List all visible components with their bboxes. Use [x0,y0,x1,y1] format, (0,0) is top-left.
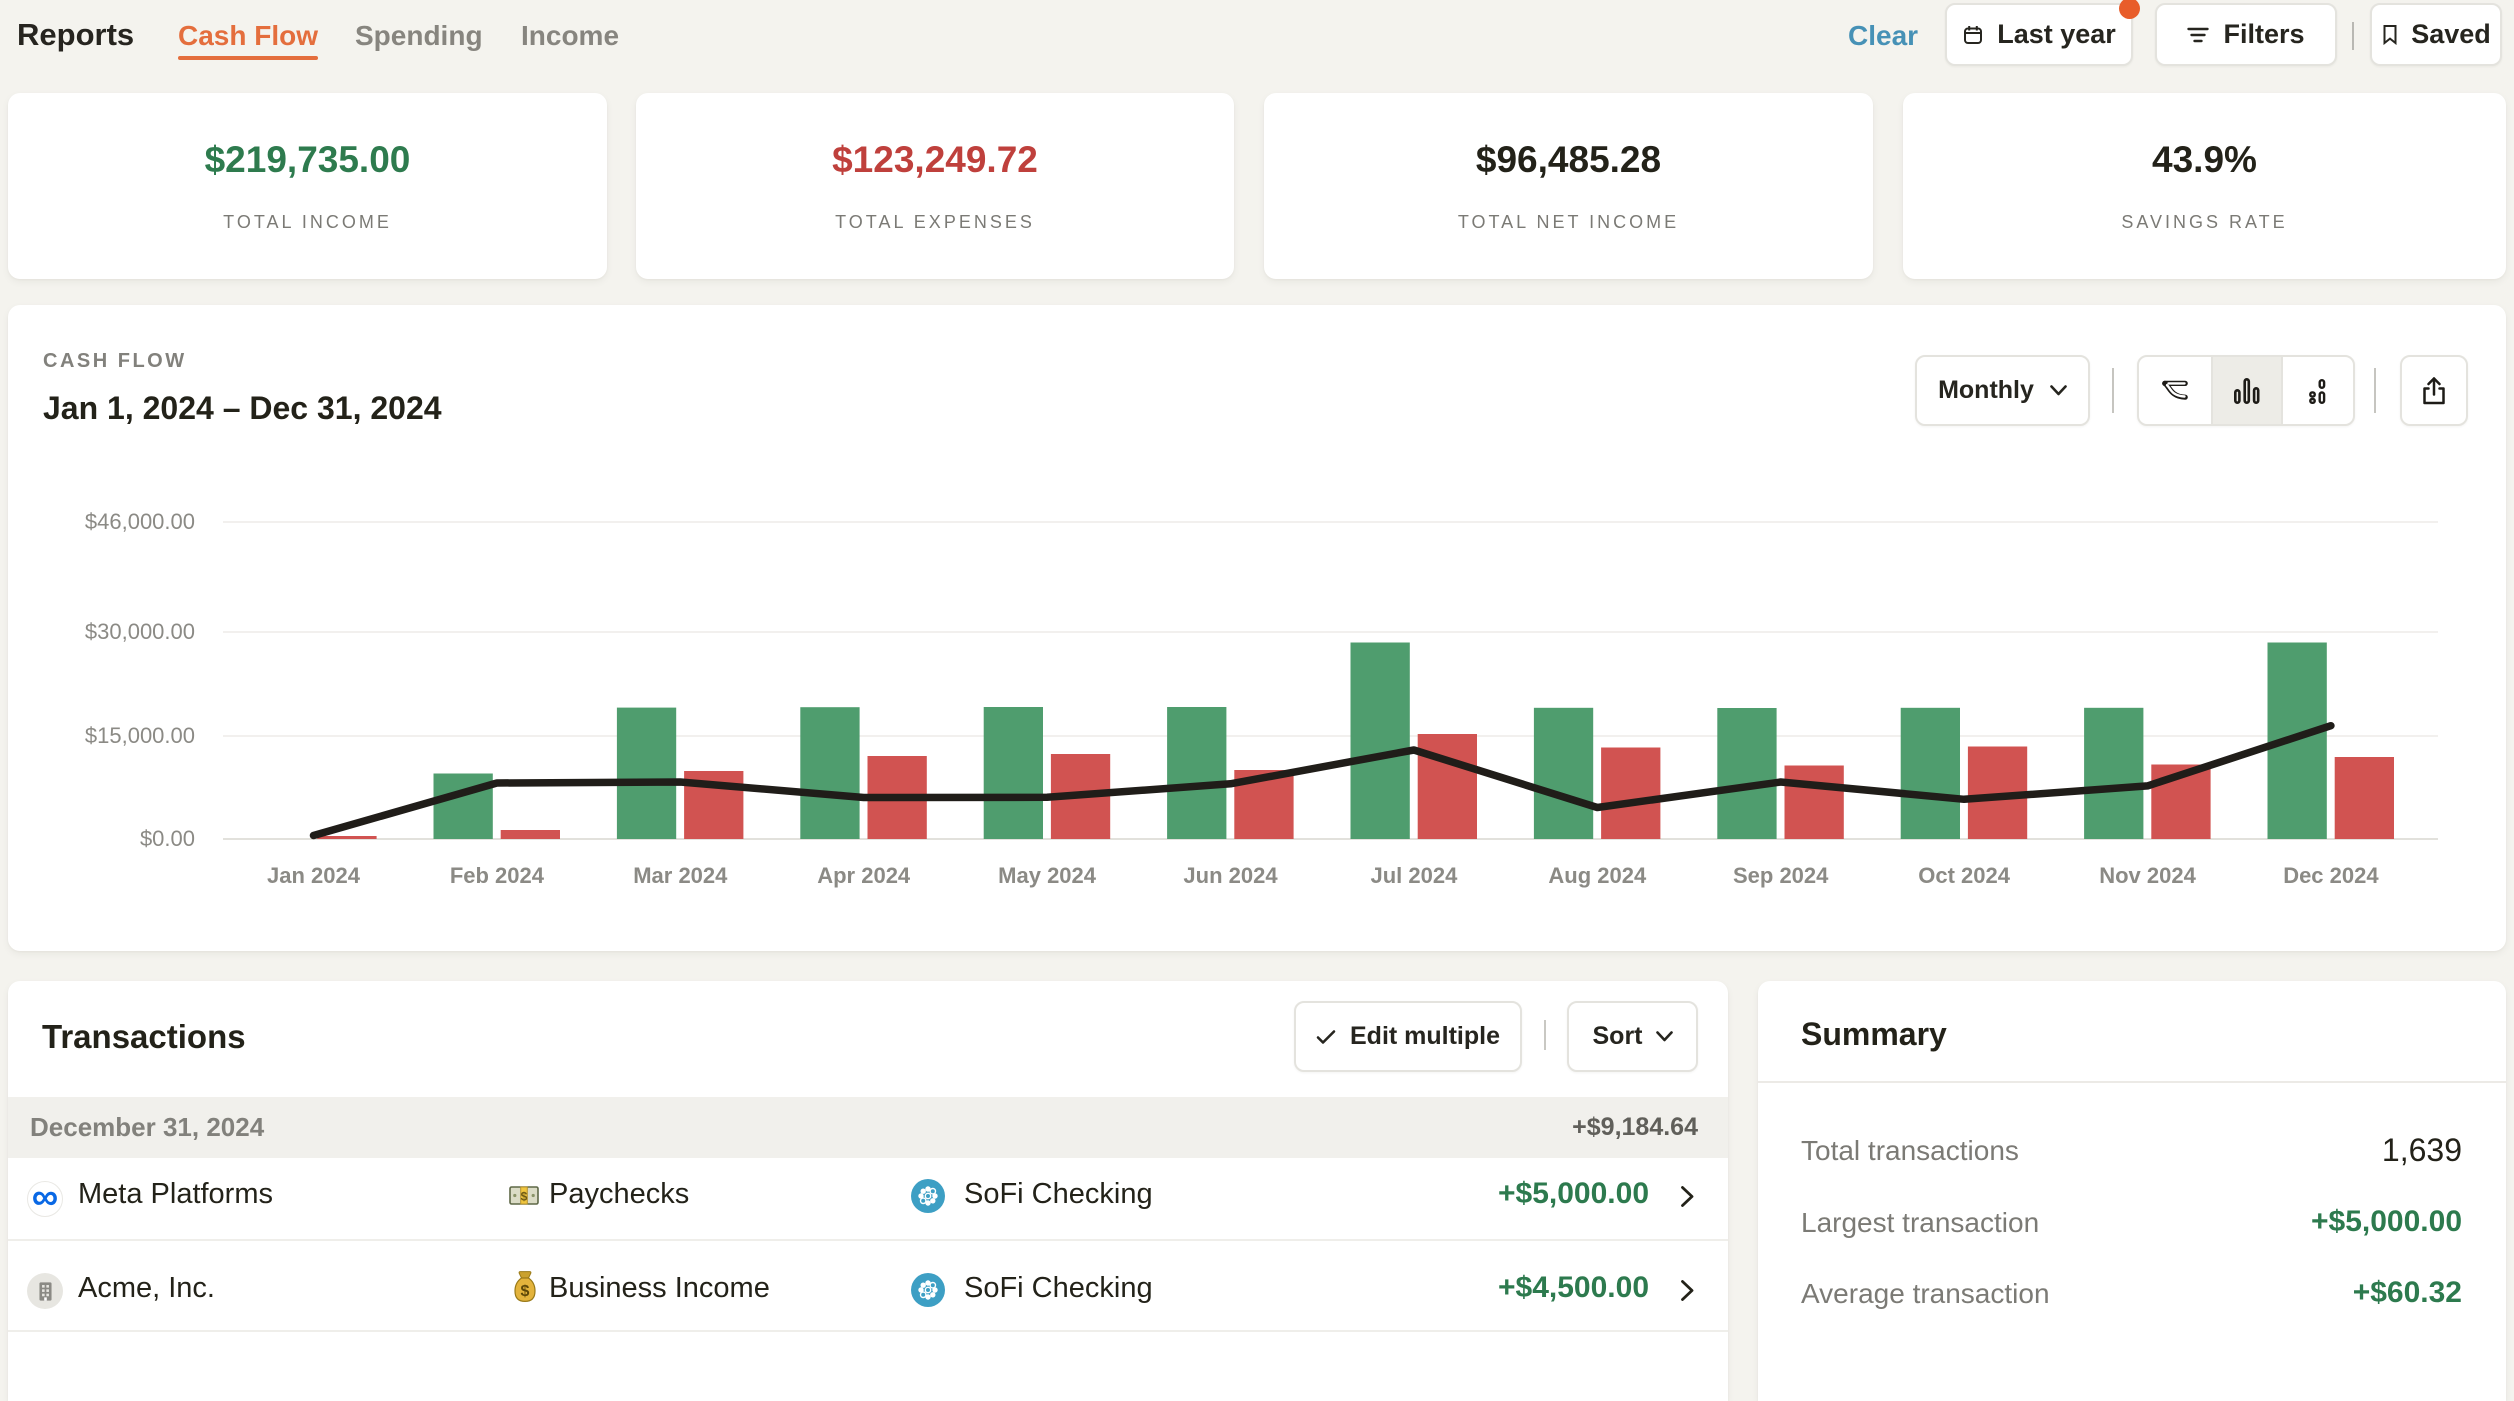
svg-text:Aug 2024: Aug 2024 [1548,863,1647,888]
svg-text:$46,000.00: $46,000.00 [85,509,195,534]
svg-text:$: $ [521,1283,530,1300]
svg-text:May 2024: May 2024 [998,863,1097,888]
svg-text:Sep 2024: Sep 2024 [1733,863,1829,888]
svg-text:Apr 2024: Apr 2024 [817,863,911,888]
svg-text:$: $ [521,1190,528,1204]
svg-text:$15,000.00: $15,000.00 [85,723,195,748]
svg-text:Jun 2024: Jun 2024 [1183,863,1278,888]
svg-text:Dec 2024: Dec 2024 [2283,863,2379,888]
svg-text:Mar 2024: Mar 2024 [633,863,728,888]
svg-text:Feb 2024: Feb 2024 [450,863,545,888]
svg-text:$0.00: $0.00 [140,826,195,851]
svg-text:Jul 2024: Jul 2024 [1370,863,1458,888]
svg-text:$30,000.00: $30,000.00 [85,619,195,644]
svg-text:Nov 2024: Nov 2024 [2099,863,2196,888]
svg-text:Oct 2024: Oct 2024 [1918,863,2010,888]
svg-text:Jan 2024: Jan 2024 [267,863,361,888]
